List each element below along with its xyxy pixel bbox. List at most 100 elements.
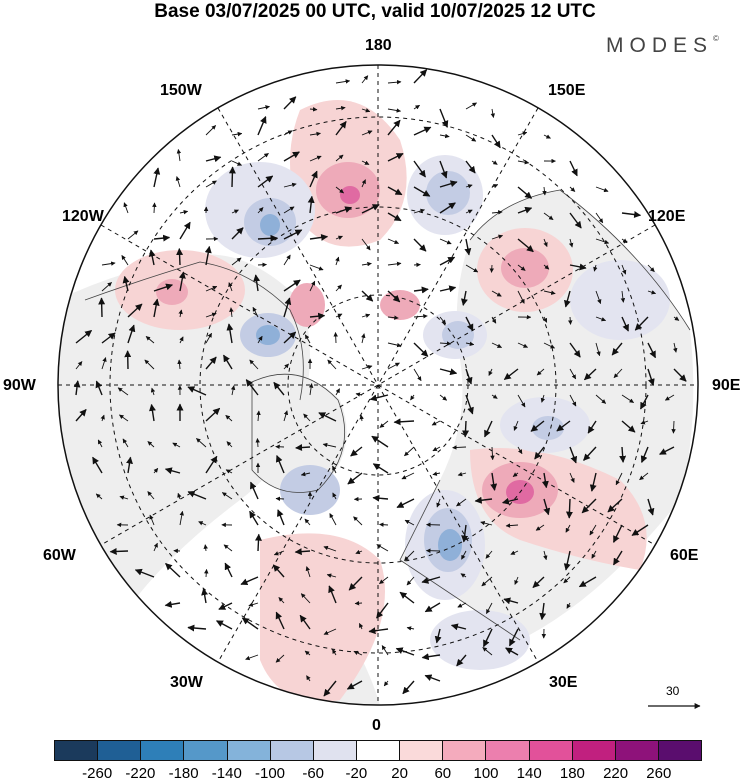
wind-vector [591, 550, 597, 559]
wind-vector [187, 624, 207, 632]
wind-vector [205, 455, 218, 474]
wind-vector [273, 381, 285, 396]
wind-vector [327, 359, 337, 370]
wind-vector [569, 394, 577, 407]
wind-vector [563, 550, 571, 571]
wind-vector [144, 359, 155, 370]
wind-vector [101, 282, 112, 292]
colorbar-tick-label: 140 [516, 765, 542, 782]
wind-vector [178, 271, 186, 292]
wind-vector [205, 312, 217, 318]
wind-vector [432, 446, 441, 452]
wind-vector [328, 585, 337, 604]
wind-vector [517, 206, 533, 214]
wind-vector [439, 316, 447, 325]
wind-vector [543, 134, 551, 139]
wind-vector [205, 125, 217, 136]
lon-label-0: 0 [372, 717, 381, 734]
wind-vector [231, 227, 244, 240]
wind-vector [413, 368, 422, 382]
wind-vector [278, 597, 285, 604]
colorbar-tick-label: -220 [125, 765, 156, 782]
colorbar-swatch [486, 741, 530, 760]
wind-vector [176, 148, 182, 162]
wind-vector [303, 413, 311, 422]
wind-vector [201, 588, 209, 604]
colorbar-swatch [443, 741, 487, 760]
wind-vector [229, 307, 234, 318]
colorbar-tick-label: -140 [211, 765, 242, 782]
lon-label-30w: 30W [170, 674, 203, 691]
wind-vector [109, 547, 129, 555]
wind-vector [612, 524, 623, 543]
wind-vector [309, 233, 329, 241]
wind-vector [543, 264, 550, 270]
wind-vector [595, 290, 602, 305]
wind-vector [361, 108, 371, 113]
wind-vector [621, 394, 634, 403]
wind-vector [439, 394, 448, 401]
wind-vector [283, 297, 292, 318]
wind-vector [647, 342, 657, 359]
wind-vector [406, 576, 415, 586]
wind-vector [257, 105, 270, 110]
wind-vector [404, 519, 415, 526]
wind-vector [305, 566, 311, 578]
wind-vector [231, 257, 242, 266]
negative-anomaly-canada-peak [256, 325, 280, 345]
wind-vector [379, 522, 389, 527]
wind-vector [563, 290, 571, 308]
wind-vector [127, 324, 136, 344]
wind-vector [456, 498, 467, 507]
wind-vector [350, 446, 363, 457]
map-boundary [57, 64, 699, 706]
graticule [58, 65, 698, 705]
wind-vector [439, 180, 458, 188]
wind-vector [640, 420, 649, 425]
wind-vector [165, 562, 181, 578]
wind-vector [568, 238, 574, 248]
colorbar-tick-label: -180 [168, 765, 199, 782]
wind-vector [248, 602, 259, 607]
negative-anomaly-north-pacific-peak [260, 214, 280, 236]
wind-vector [335, 313, 343, 318]
wind-vector [283, 254, 291, 266]
wind-vector [228, 166, 236, 188]
wind-vector [543, 238, 548, 248]
wind-vector [152, 202, 157, 214]
wind-vector [465, 134, 477, 142]
wind-vector [491, 160, 498, 165]
wind-vector [639, 394, 649, 410]
colorbar-tick-label: 100 [473, 765, 499, 782]
lon-label-60w: 60W [43, 547, 76, 564]
wind-vector [309, 312, 326, 320]
wind-vector [335, 388, 340, 396]
positive-anomaly-arctic [380, 290, 420, 320]
wind-vector [153, 167, 161, 188]
wind-vector [569, 342, 581, 358]
wind-vector [346, 680, 363, 690]
wind-vector [631, 524, 649, 536]
colorbar-swatch [356, 741, 401, 760]
wind-vector [177, 359, 182, 370]
wind-vector [92, 456, 103, 474]
wind-vector [257, 153, 269, 162]
brand-text: MODES [606, 34, 714, 57]
wind-vector [335, 105, 346, 111]
wind-vector [583, 368, 597, 381]
wind-vector [153, 542, 158, 552]
wind-vector [371, 435, 389, 448]
wind-vector [240, 576, 259, 586]
wind-vector [245, 654, 259, 661]
wind-vector [249, 359, 259, 370]
wind-vector [75, 329, 93, 344]
wind-vector [534, 446, 545, 460]
wind-vector [619, 446, 627, 463]
wind-vector [368, 627, 389, 635]
colorbar-tick-label: -100 [254, 765, 286, 782]
wind-vector [326, 573, 337, 578]
wind-vector [252, 306, 259, 318]
wind-vector [539, 602, 547, 621]
wind-vector [150, 387, 156, 396]
wind-vector [413, 313, 428, 319]
